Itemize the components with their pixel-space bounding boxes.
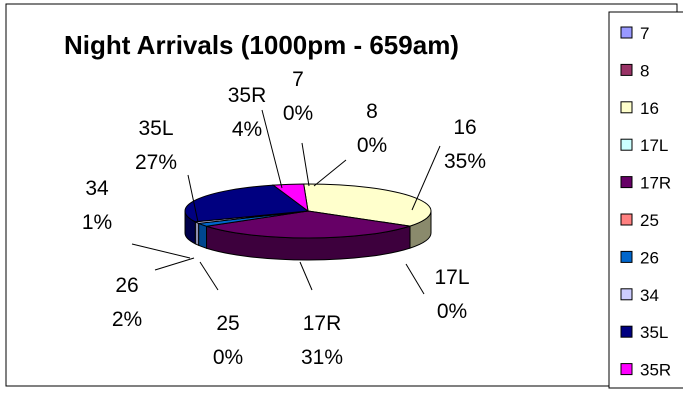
data-label-pct-17l: 0% — [437, 300, 467, 323]
legend-swatch-8 — [620, 63, 633, 76]
leader-lines — [131, 109, 441, 295]
legend-swatch-17r — [620, 176, 633, 189]
leader-line-17l — [405, 263, 425, 295]
data-label-pct-8: 0% — [357, 134, 387, 157]
legend-swatch-26 — [620, 250, 633, 263]
legend-label-26: 26 — [640, 248, 659, 267]
legend-label-35r: 35R — [640, 361, 671, 380]
leader-line-35l — [187, 174, 199, 223]
legend: 7 8 16 17L 17R 25 26 34 35L 35R — [620, 24, 671, 380]
data-label-34: 34 — [85, 177, 109, 200]
legend-swatch-7 — [620, 26, 633, 39]
data-label-17l: 17L — [434, 266, 469, 289]
legend-swatch-35l — [620, 325, 633, 338]
data-label-7: 7 — [292, 68, 304, 91]
legend-swatch-35r — [620, 363, 633, 376]
pie-sides — [184, 210, 432, 261]
data-label-16: 16 — [453, 116, 476, 139]
pie-top — [184, 183, 432, 239]
data-labels: 7 0% 8 0% 16 35% 17L 0% 17R 31% 25 0% 26 2% 34 1% 35L 27%… — [82, 68, 486, 369]
legend-label-17r: 17R — [640, 174, 671, 193]
leader-line-26 — [154, 257, 195, 271]
data-label-8: 8 — [366, 100, 378, 123]
data-label-35r: 35R — [228, 84, 267, 107]
legend-label-17l: 17L — [640, 136, 668, 155]
pie-slice-17r — [206, 210, 411, 239]
data-label-pct-25: 0% — [213, 346, 243, 369]
legend-label-34: 34 — [640, 286, 659, 305]
legend-label-7: 7 — [640, 24, 649, 43]
data-label-pct-26: 2% — [112, 308, 142, 331]
legend-swatch-25 — [620, 213, 633, 226]
legend-label-8: 8 — [640, 61, 649, 80]
leader-line-34 — [131, 243, 191, 259]
pie-slice-16 — [303, 183, 432, 227]
pie-slice-35r — [271, 183, 309, 213]
data-label-25: 25 — [216, 312, 239, 335]
legend-label-25: 25 — [640, 211, 659, 230]
data-label-pct-35r: 4% — [232, 118, 262, 141]
data-label-26: 26 — [115, 274, 138, 297]
data-label-pct-34: 1% — [82, 211, 112, 234]
legend-swatch-16 — [620, 101, 633, 114]
leader-line-35r — [261, 109, 283, 189]
data-label-pct-7: 0% — [283, 102, 313, 125]
chart-title: Night Arrivals (1000pm - 659am) — [64, 30, 459, 60]
data-label-35l: 35L — [138, 117, 173, 140]
pie-slice-35l — [184, 184, 310, 223]
leader-line-25 — [199, 261, 219, 291]
legend-label-35l: 35L — [640, 323, 668, 342]
pie-side-26 — [198, 222, 208, 249]
legend-label-16: 16 — [640, 99, 659, 118]
leader-line-7 — [301, 142, 310, 187]
data-label-pct-35l: 27% — [135, 151, 177, 174]
legend-swatch-17l — [620, 138, 633, 151]
leader-line-16 — [411, 145, 441, 211]
data-label-pct-17r: 31% — [301, 346, 343, 369]
data-label-17r: 17R — [303, 312, 342, 335]
legend-swatch-34 — [620, 288, 633, 301]
leader-line-17r — [299, 261, 313, 291]
leader-line-8 — [313, 159, 347, 187]
data-label-pct-16: 35% — [444, 150, 486, 173]
